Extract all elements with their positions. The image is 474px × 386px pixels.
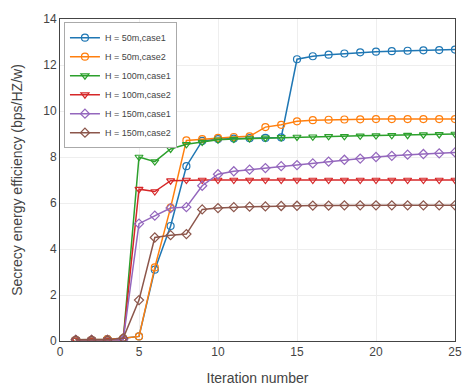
svg-text:0: 0 — [50, 334, 57, 348]
svg-text:20: 20 — [369, 345, 383, 359]
svg-text:H = 150m,case2: H = 150m,case2 — [105, 128, 171, 138]
svg-text:Secrecy energy efficiency (bps: Secrecy energy efficiency (bps/HZ/w) — [9, 64, 25, 296]
svg-text:12: 12 — [43, 58, 57, 72]
svg-text:H = 50m,case1: H = 50m,case1 — [105, 33, 166, 43]
svg-text:25: 25 — [448, 345, 462, 359]
svg-text:10: 10 — [43, 104, 57, 118]
svg-text:15: 15 — [290, 345, 304, 359]
svg-text:2: 2 — [50, 288, 57, 302]
svg-text:H = 150m,case1: H = 150m,case1 — [105, 109, 171, 119]
svg-text:5: 5 — [136, 345, 143, 359]
svg-text:6: 6 — [50, 196, 57, 210]
svg-text:10: 10 — [211, 345, 225, 359]
svg-text:H = 50m,case2: H = 50m,case2 — [105, 52, 166, 62]
svg-text:H = 100m,case1: H = 100m,case1 — [105, 71, 171, 81]
svg-text:14: 14 — [43, 12, 57, 26]
svg-text:H = 100m,case2: H = 100m,case2 — [105, 90, 171, 100]
svg-text:8: 8 — [50, 150, 57, 164]
svg-text:Iteration number: Iteration number — [207, 370, 309, 386]
svg-text:0: 0 — [57, 345, 64, 359]
svg-text:4: 4 — [50, 242, 57, 256]
